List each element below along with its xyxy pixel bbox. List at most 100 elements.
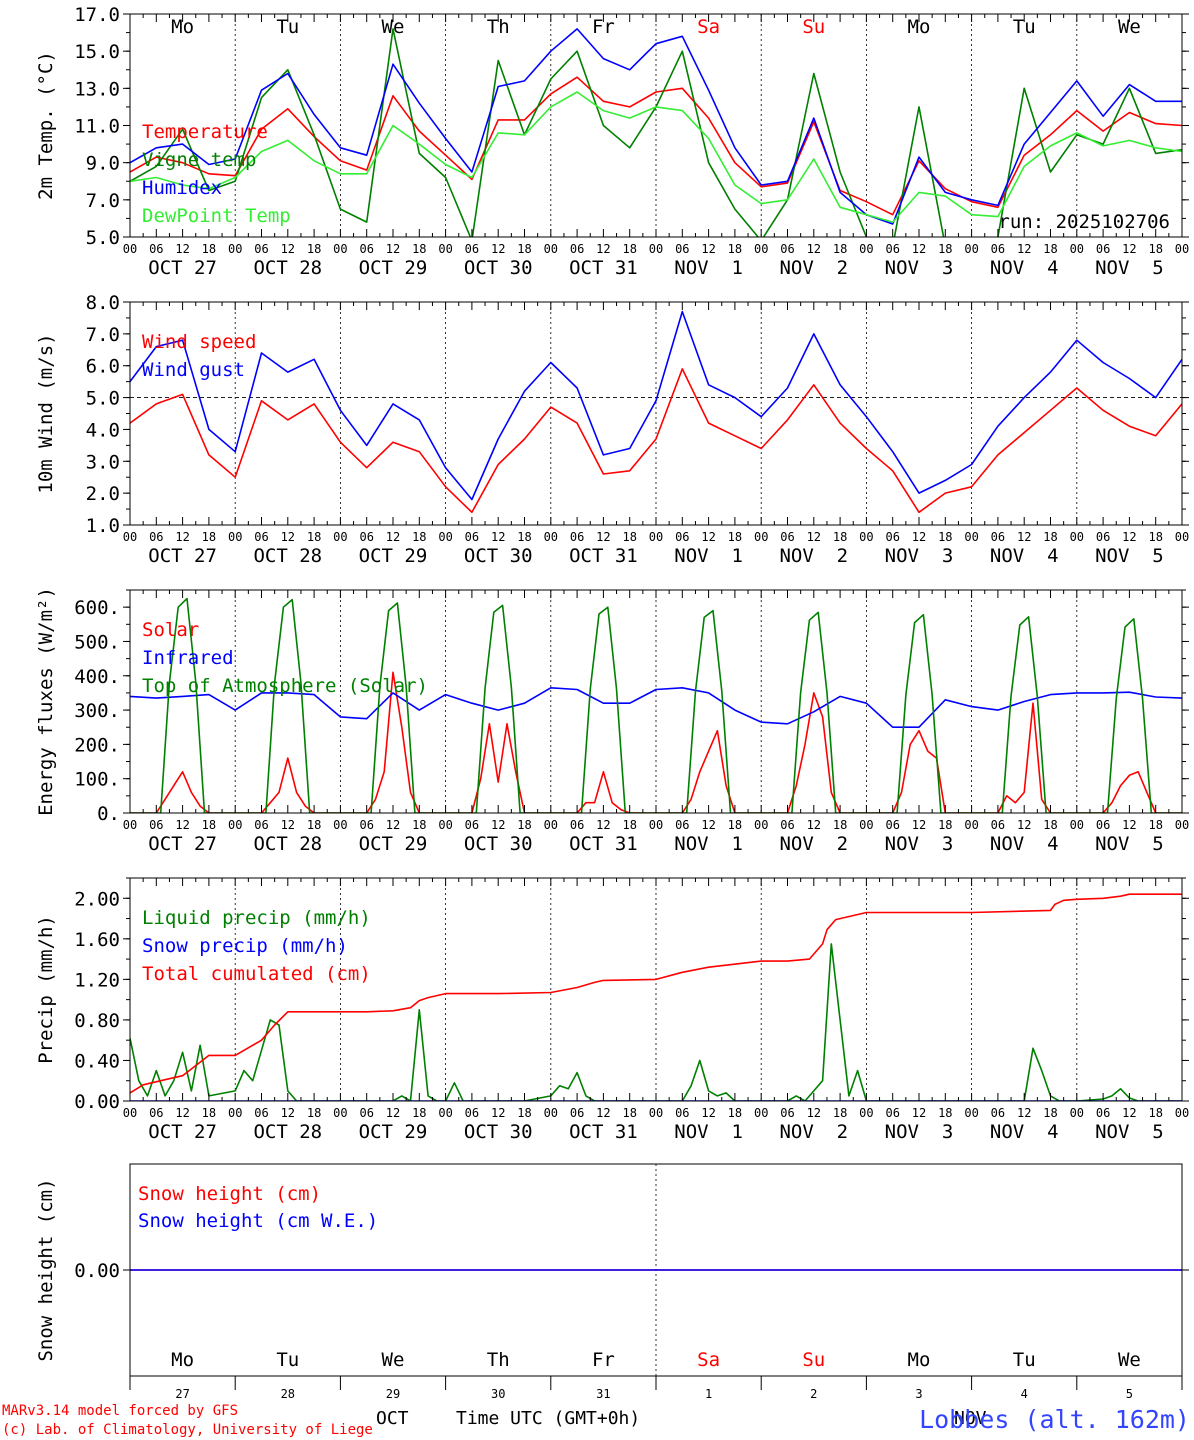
hour-tick-label: 18: [517, 242, 531, 256]
hour-tick-label: 00: [123, 242, 137, 256]
date-label: OCT 30: [464, 257, 533, 279]
hour-tick-label: 06: [254, 1106, 268, 1120]
hour-tick-label: 18: [833, 818, 847, 832]
wind-gust-line: [130, 310, 1182, 501]
hour-tick-label: 00: [1070, 530, 1084, 544]
date-label: OCT 28: [253, 257, 322, 279]
legend-entry: Wind gust: [142, 359, 245, 381]
hour-tick-label: 00: [964, 818, 978, 832]
credit-line-2: (c) Lab. of Climatology, University of L…: [2, 1422, 373, 1438]
hour-tick-label: 00: [1070, 1106, 1084, 1120]
hour-tick-label: 18: [1043, 242, 1057, 256]
hour-tick-label: 12: [1017, 818, 1031, 832]
date-label: OCT 31: [569, 545, 638, 567]
y-tick-label: 4.0: [86, 419, 120, 441]
hour-tick-label: 00: [333, 1106, 347, 1120]
hour-tick-label: 12: [807, 530, 821, 544]
hour-tick-label: 00: [1175, 818, 1189, 832]
hour-tick-label: 18: [412, 530, 426, 544]
hour-tick-label: 00: [964, 242, 978, 256]
hour-tick-label: 12: [596, 818, 610, 832]
hour-tick-label: 06: [359, 242, 373, 256]
series-layer: [130, 28, 1182, 1271]
hour-tick-label: 00: [544, 1106, 558, 1120]
hour-tick-label: 06: [885, 818, 899, 832]
hour-tick-label: 12: [175, 818, 189, 832]
legend-entry: Total cumulated (cm): [142, 963, 371, 985]
hour-tick-label: 12: [807, 1106, 821, 1120]
legend-entry: Temperature: [142, 121, 268, 143]
y-tick-label: 11.0: [74, 116, 120, 138]
hour-tick-label: 12: [701, 242, 715, 256]
hour-tick-label: 12: [1017, 242, 1031, 256]
hour-tick-label: 12: [175, 242, 189, 256]
date-label: NOV 2: [779, 833, 848, 855]
hour-tick-label: 12: [1017, 530, 1031, 544]
day-number-label: 29: [386, 1387, 400, 1401]
date-label: NOV 3: [885, 545, 954, 567]
day-number-label: 30: [491, 1387, 505, 1401]
hour-tick-label: 00: [649, 530, 663, 544]
hour-tick-label: 18: [833, 530, 847, 544]
hour-tick-label: 06: [254, 818, 268, 832]
date-label: OCT 28: [253, 1121, 322, 1143]
day-letter-bottom: We: [1118, 1349, 1141, 1371]
date-label: OCT 28: [253, 545, 322, 567]
day-letter-top: We: [1118, 16, 1141, 38]
month-right-label: NOV: [954, 1408, 987, 1429]
y-tick-label: 8.0: [86, 292, 120, 314]
hour-tick-label: 18: [412, 818, 426, 832]
day-number-label: 27: [175, 1387, 189, 1401]
date-label: NOV 1: [674, 545, 743, 567]
hour-tick-label: 06: [991, 818, 1005, 832]
liquid-precip-mm-h-line: [130, 943, 1182, 1101]
hour-tick-label: 06: [254, 530, 268, 544]
day-number-label: 1: [705, 1387, 712, 1401]
day-letter-top: Th: [487, 16, 510, 38]
hour-tick-label: 06: [675, 1106, 689, 1120]
day-letter-bottom: Mo: [171, 1349, 194, 1371]
hour-tick-label: 12: [912, 530, 926, 544]
legend-entry: Liquid precip (mm/h): [142, 907, 371, 929]
hour-tick-label: 12: [281, 530, 295, 544]
y-tick-label: 5.0: [86, 388, 120, 410]
station-label: Lobbes (alt. 162m): [919, 1405, 1190, 1434]
date-label: OCT 27: [148, 1121, 217, 1143]
hour-tick-label: 12: [1122, 530, 1136, 544]
hour-tick-label: 18: [728, 242, 742, 256]
legend-entry: Infrared: [142, 647, 234, 669]
hour-tick-label: 00: [228, 530, 242, 544]
legend-entry: Snow height (cm W.E.): [138, 1210, 378, 1232]
hour-tick-label: 00: [1175, 242, 1189, 256]
day-letter-top: Tu: [276, 16, 299, 38]
y-tick-label: 0.00: [74, 1260, 120, 1282]
hour-tick-label: 06: [780, 530, 794, 544]
date-label: OCT 31: [569, 1121, 638, 1143]
hour-tick-label: 06: [254, 242, 268, 256]
y-tick-label: 5.0: [86, 227, 120, 249]
hour-tick-label: 18: [307, 242, 321, 256]
hour-tick-label: 12: [912, 242, 926, 256]
day-number-label: 4: [1021, 1387, 1028, 1401]
date-label: NOV 5: [1095, 257, 1164, 279]
hour-tick-label: 06: [359, 530, 373, 544]
hour-tick-label: 18: [307, 530, 321, 544]
day-letter-top: Fr: [592, 16, 615, 38]
hour-tick-label: 06: [1096, 1106, 1110, 1120]
hour-tick-label: 18: [728, 1106, 742, 1120]
hour-tick-label: 00: [544, 818, 558, 832]
hour-tick-label: 06: [359, 818, 373, 832]
hour-tick-label: 18: [1148, 242, 1162, 256]
day-letter-bottom: Th: [487, 1349, 510, 1371]
y-axis-title: 10m Wind (m/s): [35, 333, 57, 493]
y-axis-title: 2m Temp. (°C): [35, 51, 57, 200]
hour-tick-label: 12: [491, 530, 505, 544]
text-layer: 00 06 12 18 00 06 12 18 00 06 12 18 00 06 12 18 00 06 12 18…: [35, 4, 1189, 1401]
hour-tick-label: 12: [386, 818, 400, 832]
hour-tick-label: 12: [807, 242, 821, 256]
y-tick-label: 2.0: [86, 483, 120, 505]
day-letter-bottom: Su: [802, 1349, 825, 1371]
hour-tick-label: 00: [859, 242, 873, 256]
y-tick-label: 15.0: [74, 41, 120, 63]
